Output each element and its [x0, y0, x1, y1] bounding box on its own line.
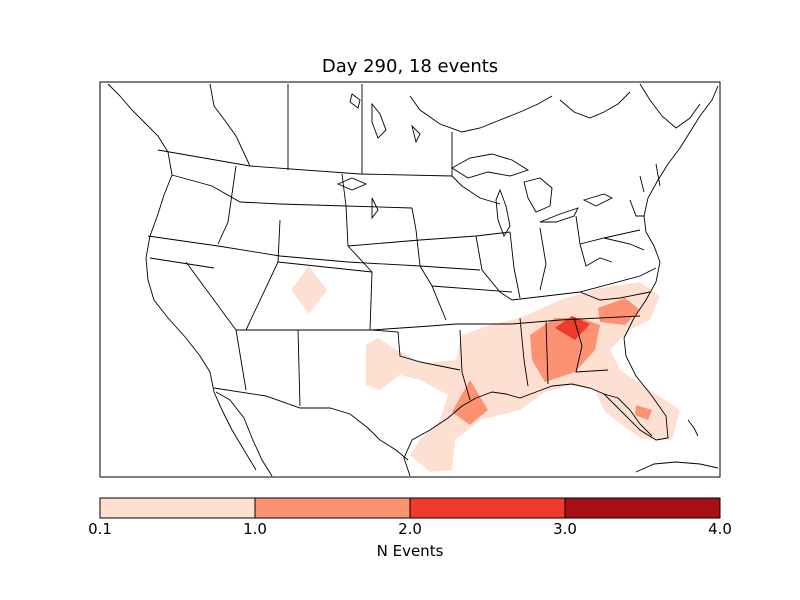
- colorbar-bin: [410, 498, 565, 518]
- gulf-coastline: [403, 85, 719, 477]
- map-frame: [99, 81, 721, 478]
- colorbar-bin: [255, 498, 410, 518]
- lake-michigan: [495, 188, 511, 238]
- colorbar-tick-label: 3.0: [553, 520, 577, 538]
- west-coastline: [107, 83, 257, 471]
- event-region-florida: [635, 405, 652, 420]
- event-region-colorado: [291, 266, 327, 314]
- colorbar-tick-label: 4.0: [708, 520, 732, 538]
- colorbar-tick-label: 1.0: [243, 520, 267, 538]
- lake-erie: [539, 207, 579, 223]
- colorbar-tick-label: 2.0: [398, 520, 422, 538]
- boundaries-layer: [107, 83, 719, 477]
- colorbar-bin: [565, 498, 720, 518]
- event-region-georgia-peak: [555, 316, 590, 340]
- event-region-south-carolina: [598, 298, 640, 325]
- colorbar-bin: [100, 498, 255, 518]
- lake-huron: [523, 177, 553, 213]
- event-region-gulf-coast: [366, 282, 680, 472]
- colorbar-tick-label: 0.1: [88, 520, 112, 538]
- cuba-coastline: [635, 461, 719, 473]
- colorbar-label: N Events: [376, 542, 444, 560]
- lake-ontario: [582, 193, 614, 207]
- us-mexico-border: [213, 387, 409, 461]
- map-title: Day 290, 18 events: [321, 56, 499, 77]
- event-region-louisiana: [452, 380, 488, 425]
- lake-superior: [451, 153, 530, 179]
